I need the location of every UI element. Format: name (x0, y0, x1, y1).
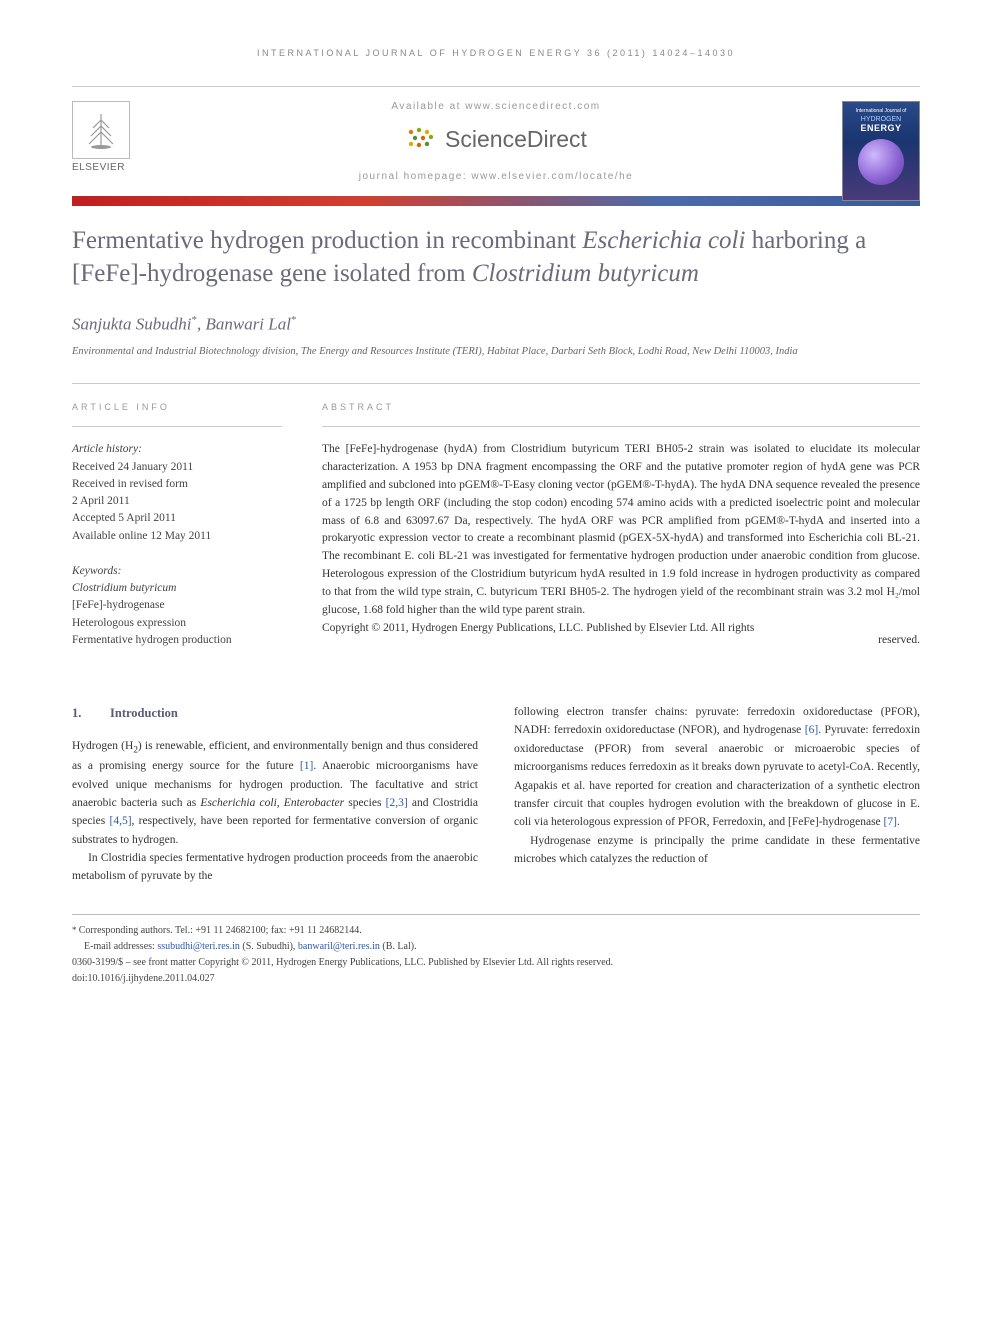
title-species-1: Escherichia coli (582, 227, 745, 254)
history-label: Article history: (72, 441, 282, 458)
author-2: Banwari Lal (205, 315, 291, 334)
corr-mark-2: * (291, 314, 297, 326)
email-2[interactable]: banwaril@teri.res.in (298, 941, 380, 952)
elsevier-logo: ELSEVIER (72, 101, 144, 173)
section-1-title: Introduction (110, 706, 178, 720)
history-received: Received 24 January 2011 (72, 459, 282, 476)
masthead: ELSEVIER Available at www.sciencedirect.… (72, 86, 920, 192)
intro-para-3: Hydrogenase enzyme is principally the pr… (514, 832, 920, 869)
doi-line: doi:10.1016/j.ijhydene.2011.04.027 (72, 971, 920, 987)
copyright: Copyright © 2011, Hydrogen Energy Public… (322, 622, 920, 646)
sd-dots-icon (405, 126, 439, 153)
ref-7[interactable]: [7] (884, 816, 897, 828)
journal-cover-thumb: International Journal of HYDROGEN ENERGY (842, 101, 920, 201)
issn-line: 0360-3199/$ – see front matter Copyright… (72, 955, 920, 971)
history-online: Available online 12 May 2011 (72, 528, 282, 545)
body-col-right: following electron transfer chains: pyru… (514, 703, 920, 886)
article-info-col: ARTICLE INFO Article history: Received 2… (72, 402, 282, 667)
history-revised-2: 2 April 2011 (72, 493, 282, 510)
elsevier-tree-icon (72, 101, 130, 159)
title-species-2: Clostridium butyricum (472, 260, 699, 287)
color-bar (72, 196, 920, 206)
ref-2-3[interactable]: [2,3] (386, 797, 408, 809)
sciencedirect-logo: ScienceDirect (405, 126, 587, 153)
article-info-head: ARTICLE INFO (72, 402, 282, 427)
article-history: Article history: Received 24 January 201… (72, 441, 282, 545)
title-part-1: Fermentative hydrogen production in reco… (72, 227, 582, 254)
section-1-head: 1.Introduction (72, 703, 478, 723)
keywords: Keywords: Clostridium butyricum [FeFe]-h… (72, 563, 282, 649)
section-1-num: 1. (72, 703, 110, 723)
copyright-line-1: Copyright © 2011, Hydrogen Energy Public… (322, 622, 754, 634)
meta-abstract-row: ARTICLE INFO Article history: Received 2… (72, 383, 920, 667)
intro-para-2-cont: following electron transfer chains: pyru… (514, 703, 920, 832)
history-revised-1: Received in revised form (72, 476, 282, 493)
sciencedirect-text: ScienceDirect (445, 126, 587, 153)
email-note: E-mail addresses: ssubudhi@teri.res.in (… (72, 939, 920, 955)
ref-6[interactable]: [6] (805, 724, 818, 736)
keyword-4: Fermentative hydrogen production (72, 632, 282, 649)
body-col-left: 1.Introduction Hydrogen (H2) is renewabl… (72, 703, 478, 886)
ref-4-5[interactable]: [4,5] (109, 815, 131, 827)
abstract-head: ABSTRACT (322, 402, 920, 427)
affiliation: Environmental and Industrial Biotechnolo… (72, 345, 920, 360)
running-header: INTERNATIONAL JOURNAL OF HYDROGEN ENERGY… (72, 48, 920, 58)
cover-title-2: ENERGY (860, 123, 901, 133)
keywords-label: Keywords: (72, 563, 282, 580)
copyright-line-2: reserved. (322, 634, 920, 646)
email-1[interactable]: ssubudhi@teri.res.in (157, 941, 240, 952)
keyword-2: [FeFe]-hydrogenase (72, 597, 282, 614)
intro-para-1: Hydrogen (H2) is renewable, efficient, a… (72, 737, 478, 849)
available-at: Available at www.sciencedirect.com (162, 101, 830, 112)
ref-1[interactable]: [1] (300, 760, 313, 772)
journal-homepage: journal homepage: www.elsevier.com/locat… (162, 171, 830, 182)
intro-para-2: In Clostridia species fermentative hydro… (72, 849, 478, 886)
abstract-col: ABSTRACT The [FeFe]-hydrogenase (hydA) f… (322, 402, 920, 667)
keyword-3: Heterologous expression (72, 615, 282, 632)
article-title: Fermentative hydrogen production in reco… (72, 224, 920, 290)
keyword-1: Clostridium butyricum (72, 580, 282, 597)
cover-title-1: HYDROGEN (861, 116, 901, 123)
abstract-text: The [FeFe]-hydrogenase (hydA) from Clost… (322, 441, 920, 619)
cover-image-icon (858, 139, 904, 185)
elsevier-wordmark: ELSEVIER (72, 162, 144, 173)
author-1: Sanjukta Subudhi (72, 315, 191, 334)
footnotes: * Corresponding authors. Tel.: +91 11 24… (72, 914, 920, 987)
cover-supertitle: International Journal of (856, 108, 907, 114)
authors: Sanjukta Subudhi*, Banwari Lal* (72, 314, 920, 335)
corresponding-note: * Corresponding authors. Tel.: +91 11 24… (72, 923, 920, 939)
masthead-center: Available at www.sciencedirect.com Scien… (72, 101, 920, 182)
history-accepted: Accepted 5 April 2011 (72, 510, 282, 527)
body-columns: 1.Introduction Hydrogen (H2) is renewabl… (72, 703, 920, 886)
